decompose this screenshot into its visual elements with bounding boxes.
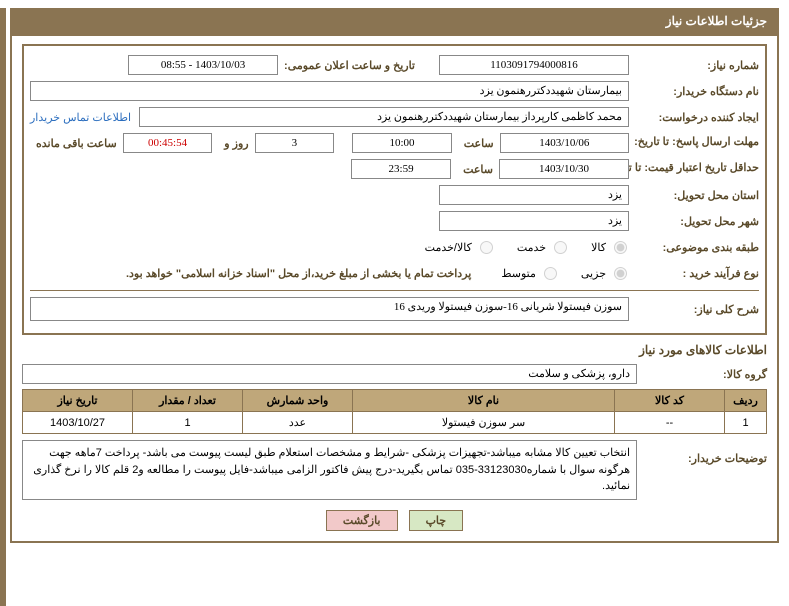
time-label-2: ساعت	[457, 163, 493, 176]
cat-both-label: کالا/خدمت	[425, 241, 472, 254]
items-title: اطلاعات کالاهای مورد نیاز	[22, 343, 767, 357]
buyer-notes-label: توضیحات خریدار:	[637, 440, 767, 465]
group-label: گروه کالا:	[637, 368, 767, 381]
td-unit: عدد	[243, 412, 353, 434]
proc-minor-label: جزیی	[581, 267, 606, 280]
table-header-row: ردیف کد کالا نام کالا واحد شمارش تعداد /…	[23, 390, 767, 412]
province-label: استان محل تحویل:	[629, 189, 759, 202]
items-table: ردیف کد کالا نام کالا واحد شمارش تعداد /…	[22, 389, 767, 434]
cat-service-radio[interactable]	[554, 241, 567, 254]
td-date: 1403/10/27	[23, 412, 133, 434]
resp-deadline-label: مهلت ارسال پاسخ: تا تاریخ:	[629, 136, 759, 149]
time-label-1: ساعت	[458, 137, 494, 150]
price-valid-time-field: 23:59	[351, 159, 451, 179]
th-name: نام کالا	[353, 390, 615, 412]
proc-minor-radio[interactable]	[614, 267, 627, 280]
city-field: یزد	[439, 211, 629, 231]
th-qty: تعداد / مقدار	[133, 390, 243, 412]
requester-field: محمد کاظمی کارپرداز بیمارستان شهیددکترره…	[139, 107, 629, 127]
panel-header: جزئیات اطلاعات نیاز	[10, 8, 779, 34]
category-label: طبقه بندی موضوعی:	[629, 241, 759, 254]
payment-note: پرداخت تمام یا بخشی از مبلغ خرید،از محل …	[126, 267, 471, 280]
main-panel: شماره نیاز: 1103091794000816 تاریخ و ساع…	[10, 34, 779, 543]
price-valid-date-field: 1403/10/30	[499, 159, 629, 179]
province-field: یزد	[439, 185, 629, 205]
buyer-org-field: بیمارستان شهیددکتررهنمون یزد	[30, 81, 629, 101]
cat-both-radio[interactable]	[480, 241, 493, 254]
divider	[30, 290, 759, 291]
need-no-field: 1103091794000816	[439, 55, 629, 75]
info-box: شماره نیاز: 1103091794000816 تاریخ و ساع…	[22, 44, 767, 335]
td-name: سر سوزن فیستولا	[353, 412, 615, 434]
cat-goods-label: کالا	[591, 241, 606, 254]
buyer-notes-box: انتخاب تعیین کالا مشابه میباشد-تجهیزات پ…	[22, 440, 637, 500]
td-row: 1	[725, 412, 767, 434]
days-suffix: روز و	[218, 137, 248, 150]
proc-medium-label: متوسط	[501, 267, 536, 280]
th-unit: واحد شمارش	[243, 390, 353, 412]
resp-date-field: 1403/10/06	[500, 133, 629, 153]
td-code: --	[615, 412, 725, 434]
proc-medium-radio[interactable]	[544, 267, 557, 280]
remaining-suffix: ساعت باقی مانده	[30, 137, 117, 150]
back-button[interactable]: بازگشت	[326, 510, 398, 531]
desc-label: شرح کلی نیاز:	[629, 303, 759, 316]
category-radios: کالا خدمت کالا/خدمت	[407, 241, 629, 254]
announce-label: تاریخ و ساعت اعلان عمومی:	[278, 59, 415, 72]
contact-link[interactable]: اطلاعات تماس خریدار	[30, 111, 131, 124]
days-field: 3	[255, 133, 335, 153]
countdown-field: 00:45:54	[123, 133, 213, 153]
requester-label: ایجاد کننده درخواست:	[629, 111, 759, 124]
th-row: ردیف	[725, 390, 767, 412]
group-field: دارو، پزشکی و سلامت	[22, 364, 637, 384]
city-label: شهر محل تحویل:	[629, 215, 759, 228]
cat-goods-radio[interactable]	[614, 241, 627, 254]
print-button[interactable]: چاپ	[409, 510, 464, 531]
th-code: کد کالا	[615, 390, 725, 412]
price-valid-label: حداقل تاریخ اعتبار قیمت: تا تاریخ:	[629, 162, 759, 175]
announce-field: 1403/10/03 - 08:55	[128, 55, 278, 75]
process-label: نوع فرآیند خرید :	[629, 267, 759, 280]
resp-time-field: 10:00	[352, 133, 452, 153]
th-date: تاریخ نیاز	[23, 390, 133, 412]
button-bar: چاپ بازگشت	[22, 510, 767, 531]
td-qty: 1	[133, 412, 243, 434]
desc-field: سوزن فیستولا شریانی 16-سوزن فیستولا ورید…	[30, 297, 629, 321]
cat-service-label: خدمت	[517, 241, 546, 254]
need-no-label: شماره نیاز:	[629, 59, 759, 72]
buyer-org-label: نام دستگاه خریدار:	[629, 85, 759, 98]
table-row: 1 -- سر سوزن فیستولا عدد 1 1403/10/27	[23, 412, 767, 434]
process-radios: جزیی متوسط	[483, 267, 629, 280]
